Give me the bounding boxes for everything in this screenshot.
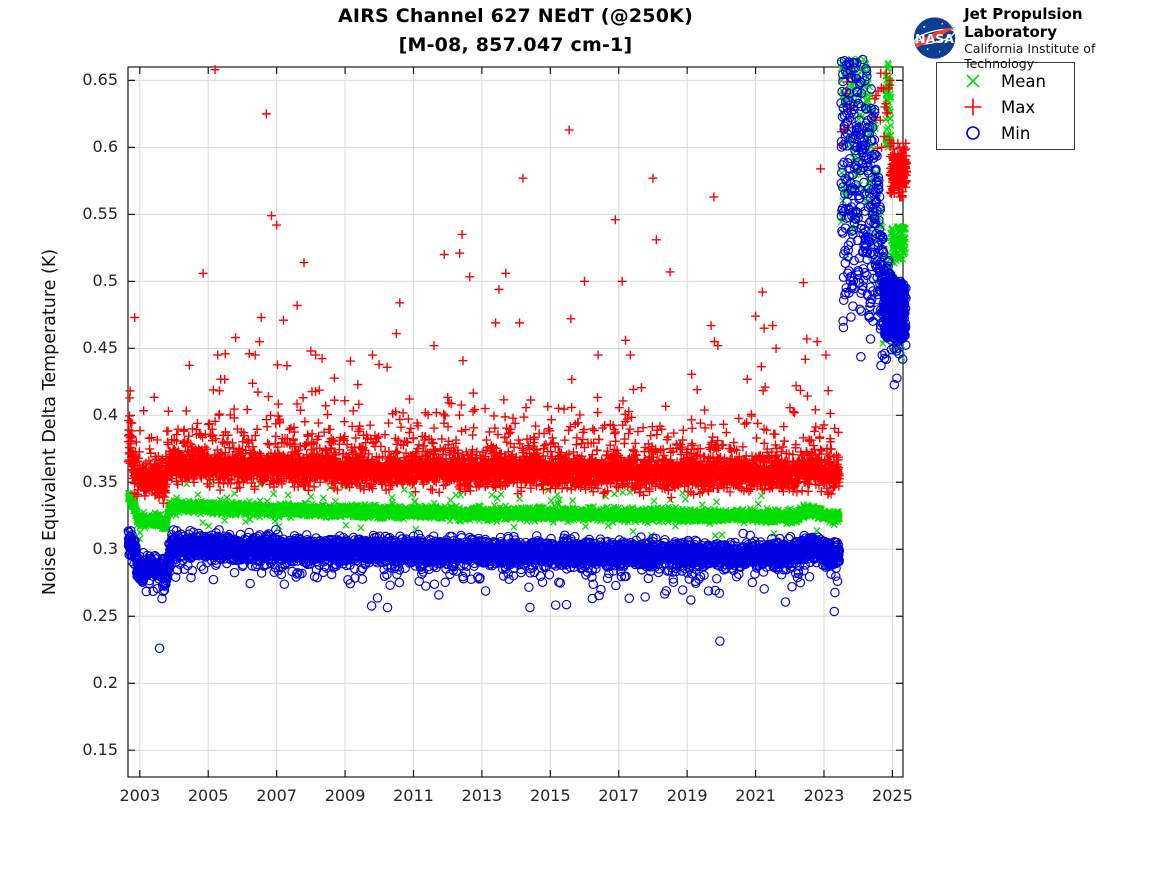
x-tick-label: 2003 (119, 786, 161, 805)
jpl-branding-text: Jet Propulsion Laboratory California Ins… (964, 5, 1167, 71)
x-tick-label: 2023 (803, 786, 845, 805)
y-tick-label: 0.2 (92, 673, 118, 693)
org-subtitle: California Institute of Technology (964, 41, 1096, 71)
legend-label-mean: Mean (1001, 71, 1046, 91)
chart-title: AIRS Channel 627 NEdT (@250K) (338, 5, 693, 27)
x-tick-label: 2017 (598, 786, 640, 805)
x-tick-label: 2007 (256, 786, 297, 805)
x-tick-label: 2015 (529, 786, 571, 805)
x-tick-label: 2021 (735, 786, 776, 805)
svg-text:NASA: NASA (915, 31, 954, 46)
x-tick-label: 2019 (666, 786, 708, 805)
x-tick-label: 2025 (872, 786, 913, 805)
jpl-branding: NASA Jet Propulsion Laboratory Californi… (913, 5, 1167, 71)
x-tick-label: 2011 (393, 786, 434, 805)
org-name: Jet Propulsion Laboratory (964, 5, 1083, 41)
legend-item-min: Min (937, 120, 1074, 146)
legend-label-min: Min (1001, 123, 1031, 143)
chart-subtitle: [M-08, 857.047 cm-1] (398, 34, 633, 56)
y-tick-label: 0.4 (92, 405, 118, 425)
y-tick-label: 0.6 (92, 137, 118, 157)
circle-marker-icon (961, 122, 985, 144)
legend-item-mean: Mean (937, 68, 1074, 94)
x-tick-label: 2005 (187, 786, 229, 805)
y-tick-label: 0.3 (92, 539, 118, 559)
plus-marker-icon (961, 96, 985, 118)
y-tick-label: 0.45 (82, 338, 118, 358)
y-tick-label: 0.25 (82, 606, 118, 626)
y-tick-label: 0.35 (82, 472, 118, 492)
legend-item-max: Max (937, 94, 1074, 120)
x-tick-label: 2013 (461, 786, 503, 805)
y-tick-label: 0.65 (82, 70, 118, 90)
y-tick-label: 0.15 (82, 740, 118, 760)
legend-box: Mean Max Min (936, 62, 1075, 150)
mean-marker-icon (961, 70, 985, 92)
x-tick-label: 2009 (324, 786, 366, 805)
legend-label-max: Max (1001, 97, 1036, 117)
y-tick-label: 0.55 (82, 204, 118, 224)
nasa-logo-icon: NASA (913, 17, 956, 59)
y-tick-label: 0.5 (92, 271, 118, 291)
chart-title-block: AIRS Channel 627 NEdT (@250K) [M-08, 857… (128, 2, 903, 60)
